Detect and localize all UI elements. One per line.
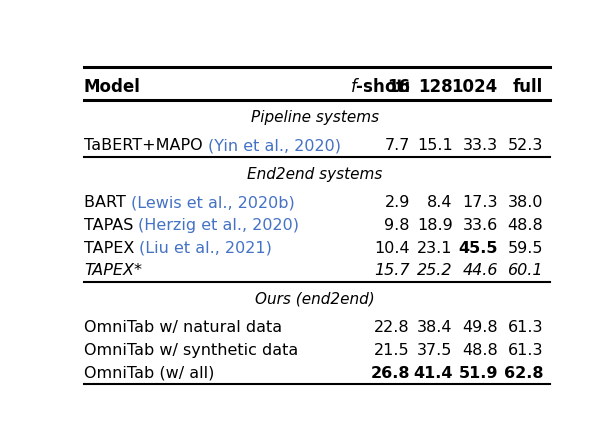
Text: 38.0: 38.0 — [508, 195, 543, 210]
Text: 26.8: 26.8 — [370, 366, 410, 381]
Text: 41.4: 41.4 — [413, 366, 453, 381]
Text: (Lewis et al., 2020b): (Lewis et al., 2020b) — [131, 195, 295, 210]
Text: $f$-shot:: $f$-shot: — [351, 78, 411, 95]
Text: 59.5: 59.5 — [508, 241, 543, 256]
Text: 33.3: 33.3 — [463, 138, 498, 154]
Text: TAPAS: TAPAS — [84, 218, 138, 233]
Text: Ours (end2end): Ours (end2end) — [255, 292, 375, 306]
Text: 7.7: 7.7 — [384, 138, 410, 154]
Text: End2end systems: End2end systems — [247, 167, 383, 181]
Text: 60.1: 60.1 — [508, 263, 543, 279]
Text: 48.8: 48.8 — [462, 343, 498, 358]
Text: Model: Model — [84, 78, 141, 95]
Text: 21.5: 21.5 — [374, 343, 410, 358]
Text: 33.6: 33.6 — [462, 218, 498, 233]
Text: 37.5: 37.5 — [418, 343, 453, 358]
Text: 62.8: 62.8 — [503, 366, 543, 381]
Text: 8.4: 8.4 — [427, 195, 453, 210]
Text: TAPEX*: TAPEX* — [84, 263, 142, 279]
Text: 25.2: 25.2 — [417, 263, 453, 279]
Text: full: full — [513, 78, 543, 95]
Text: TAPEX: TAPEX — [84, 241, 139, 256]
Text: Pipeline systems: Pipeline systems — [251, 110, 379, 125]
Text: OmniTab w/ synthetic data: OmniTab w/ synthetic data — [84, 343, 298, 358]
Text: TaBERT+MAPO: TaBERT+MAPO — [84, 138, 208, 154]
Text: 1024: 1024 — [452, 78, 498, 95]
Text: 18.9: 18.9 — [417, 218, 453, 233]
Text: 128: 128 — [418, 78, 453, 95]
Text: 49.8: 49.8 — [462, 320, 498, 335]
Text: OmniTab (w/ all): OmniTab (w/ all) — [84, 366, 214, 381]
Text: 17.3: 17.3 — [462, 195, 498, 210]
Text: 16: 16 — [387, 78, 410, 95]
Text: 48.8: 48.8 — [507, 218, 543, 233]
Text: 10.4: 10.4 — [374, 241, 410, 256]
Text: 15.7: 15.7 — [375, 263, 410, 279]
Text: 2.9: 2.9 — [384, 195, 410, 210]
Text: (Liu et al., 2021): (Liu et al., 2021) — [139, 241, 272, 256]
Text: (Yin et al., 2020): (Yin et al., 2020) — [208, 138, 341, 154]
Text: 23.1: 23.1 — [417, 241, 453, 256]
Text: (Herzig et al., 2020): (Herzig et al., 2020) — [138, 218, 300, 233]
Text: 61.3: 61.3 — [508, 343, 543, 358]
Text: 22.8: 22.8 — [374, 320, 410, 335]
Text: 38.4: 38.4 — [417, 320, 453, 335]
Text: BART: BART — [84, 195, 131, 210]
Text: 61.3: 61.3 — [508, 320, 543, 335]
Text: 51.9: 51.9 — [459, 366, 498, 381]
Text: 9.8: 9.8 — [384, 218, 410, 233]
Text: 45.5: 45.5 — [459, 241, 498, 256]
Text: OmniTab w/ natural data: OmniTab w/ natural data — [84, 320, 282, 335]
Text: 52.3: 52.3 — [508, 138, 543, 154]
Text: 15.1: 15.1 — [417, 138, 453, 154]
Text: 44.6: 44.6 — [462, 263, 498, 279]
